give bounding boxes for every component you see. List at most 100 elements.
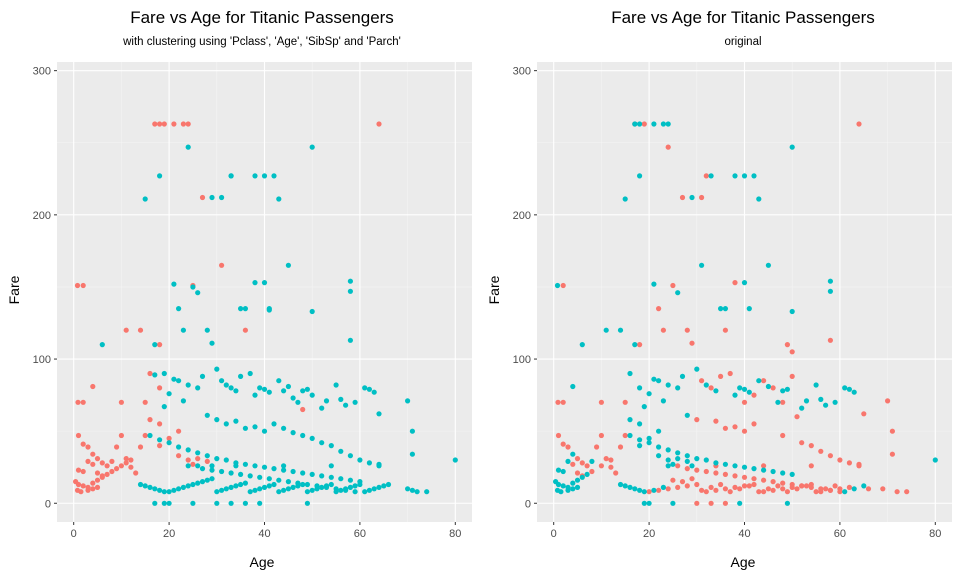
data-point xyxy=(579,460,585,466)
data-point xyxy=(214,456,220,462)
data-point xyxy=(371,389,377,395)
data-point xyxy=(252,463,258,469)
data-point xyxy=(675,385,681,391)
data-point xyxy=(660,484,667,490)
data-point xyxy=(276,477,282,483)
data-point xyxy=(689,340,695,346)
data-point xyxy=(142,483,148,489)
panel-clustered: Fare vs Age for Titanic Passengers with … xyxy=(6,8,472,570)
data-point xyxy=(651,376,657,382)
data-point xyxy=(637,487,643,493)
data-point xyxy=(228,484,234,490)
data-point xyxy=(741,483,748,489)
data-point xyxy=(708,173,714,179)
data-point xyxy=(347,288,353,294)
data-point xyxy=(99,460,105,466)
data-point xyxy=(722,425,729,431)
data-point xyxy=(555,481,562,488)
data-point xyxy=(694,467,700,473)
data-point xyxy=(409,428,415,434)
data-point xyxy=(157,487,163,493)
data-point xyxy=(128,457,134,463)
data-point xyxy=(142,432,148,439)
data-point xyxy=(689,476,695,482)
data-point xyxy=(152,372,158,378)
data-point xyxy=(617,481,624,488)
data-point xyxy=(242,425,248,431)
data-point xyxy=(366,386,372,392)
data-point xyxy=(190,461,196,467)
data-point xyxy=(347,484,353,490)
y-tick-label: 200 xyxy=(33,210,51,222)
data-point xyxy=(290,468,296,475)
data-point xyxy=(157,173,163,179)
data-point xyxy=(646,435,652,441)
data-point xyxy=(770,487,776,493)
data-point xyxy=(851,486,857,492)
data-point xyxy=(765,383,772,390)
data-point xyxy=(641,404,647,410)
data-point xyxy=(309,487,315,493)
data-point xyxy=(699,378,705,384)
data-point xyxy=(732,484,738,490)
y-tick-label: 300 xyxy=(33,66,51,78)
data-point xyxy=(622,432,628,439)
data-point xyxy=(770,385,776,391)
x-tick-label: 40 xyxy=(738,528,750,540)
data-point xyxy=(352,399,358,405)
data-point xyxy=(784,342,791,348)
data-point xyxy=(300,481,306,488)
data-point xyxy=(684,412,690,418)
data-point xyxy=(290,395,296,401)
data-point xyxy=(722,461,729,467)
data-point xyxy=(90,480,96,486)
data-point xyxy=(675,290,681,296)
data-point xyxy=(214,489,220,495)
data-point xyxy=(827,337,834,343)
data-point xyxy=(718,481,724,488)
data-point xyxy=(574,477,581,483)
data-point xyxy=(722,486,729,492)
data-point xyxy=(209,194,215,201)
y-tick-label: 300 xyxy=(513,66,531,78)
data-point xyxy=(846,386,853,392)
data-point xyxy=(846,460,853,466)
data-point xyxy=(118,432,124,439)
data-point xyxy=(718,306,724,312)
data-point xyxy=(319,440,325,446)
data-point xyxy=(266,307,272,313)
data-point xyxy=(751,466,757,472)
data-point xyxy=(627,432,633,439)
x-tick-label: 60 xyxy=(354,528,366,540)
data-point xyxy=(656,378,662,384)
data-point xyxy=(823,402,829,408)
data-point xyxy=(94,484,101,490)
data-point xyxy=(713,460,719,466)
data-point xyxy=(199,466,206,472)
data-point xyxy=(732,463,738,469)
data-point xyxy=(185,121,191,127)
data-point xyxy=(622,483,628,489)
data-point xyxy=(565,444,571,450)
data-point xyxy=(603,456,609,462)
data-point xyxy=(74,282,81,289)
data-point xyxy=(637,437,643,443)
data-point xyxy=(837,489,843,495)
data-point xyxy=(679,194,686,201)
x-tick-label: 80 xyxy=(449,528,461,540)
data-point xyxy=(252,392,258,398)
data-point xyxy=(794,486,800,492)
data-point xyxy=(756,196,762,202)
data-point xyxy=(137,481,144,488)
data-point xyxy=(722,500,729,506)
data-point xyxy=(684,453,690,459)
data-point xyxy=(338,396,344,402)
data-point xyxy=(414,489,420,495)
data-point xyxy=(741,428,748,434)
data-point xyxy=(646,391,652,397)
data-point xyxy=(679,373,686,379)
data-point xyxy=(157,437,163,443)
data-point xyxy=(123,456,129,462)
data-point xyxy=(233,483,239,489)
data-point xyxy=(190,500,196,506)
